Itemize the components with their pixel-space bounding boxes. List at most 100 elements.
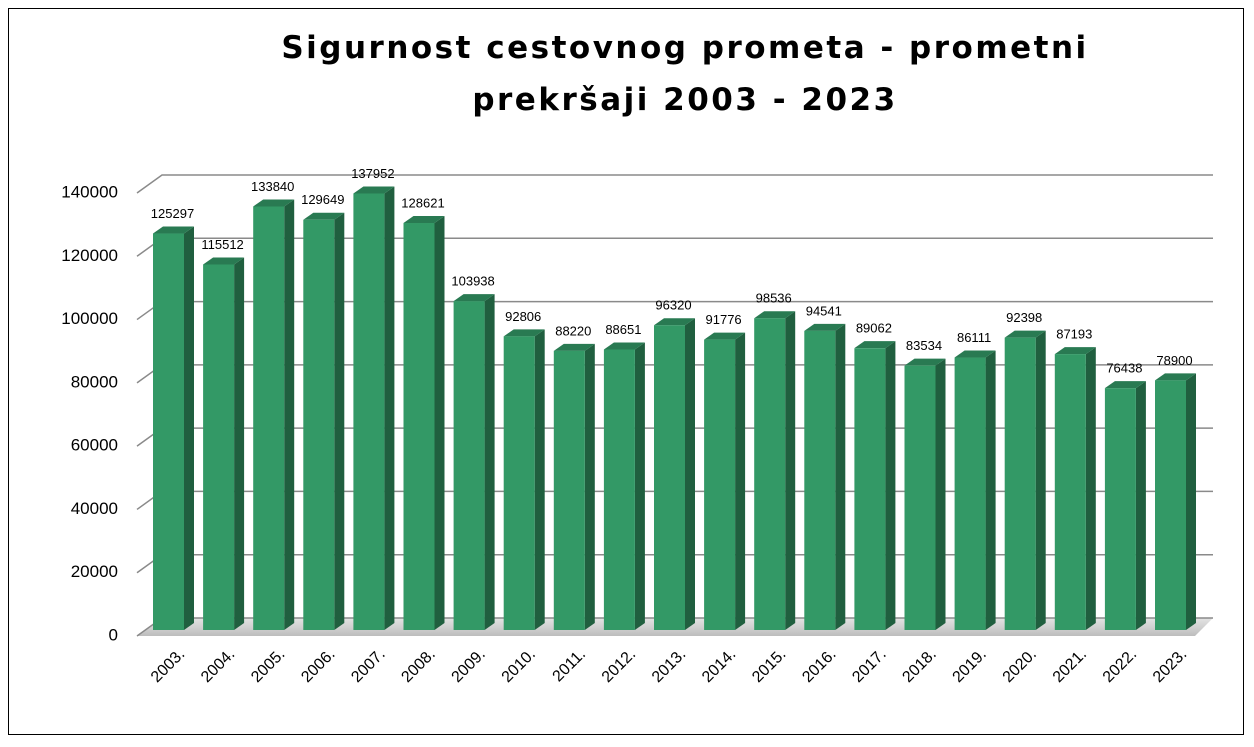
bar-top bbox=[403, 216, 445, 224]
bar bbox=[253, 199, 295, 630]
bar-side bbox=[184, 226, 194, 631]
bar bbox=[453, 294, 495, 630]
value-label: 133840 bbox=[251, 179, 294, 194]
x-tick-label: 2012. bbox=[599, 646, 639, 686]
value-label: 78900 bbox=[1156, 353, 1192, 368]
bar bbox=[1054, 347, 1096, 630]
bar bbox=[1155, 373, 1196, 630]
bar-front bbox=[804, 330, 836, 630]
value-label: 125297 bbox=[151, 206, 194, 221]
y-tick-label: 40000 bbox=[71, 499, 118, 518]
bar bbox=[503, 329, 545, 630]
x-tick-label: 2021. bbox=[1050, 646, 1090, 686]
bar-side bbox=[234, 257, 245, 630]
bar-front bbox=[503, 336, 535, 630]
bar-top bbox=[153, 226, 194, 234]
bar-top bbox=[904, 358, 946, 366]
value-label: 83534 bbox=[906, 338, 942, 353]
y-tick-label: 60000 bbox=[71, 436, 118, 455]
bar-top bbox=[954, 350, 996, 358]
bar-front bbox=[904, 365, 936, 630]
bar-side bbox=[1035, 330, 1046, 630]
bar bbox=[603, 342, 645, 630]
bar-front bbox=[453, 301, 485, 630]
value-label: 88651 bbox=[605, 322, 641, 337]
bar-front bbox=[854, 348, 886, 630]
value-label: 129649 bbox=[301, 192, 344, 207]
bar-top bbox=[754, 311, 796, 319]
x-tick-label: 2009. bbox=[449, 646, 489, 686]
bar-side bbox=[785, 311, 796, 630]
bar-front bbox=[203, 264, 235, 630]
bar-front bbox=[1155, 380, 1186, 630]
bar-front bbox=[704, 339, 736, 630]
x-tick-label: 2013. bbox=[649, 646, 689, 686]
bar bbox=[403, 216, 445, 630]
bar-front bbox=[1104, 388, 1136, 630]
bar bbox=[353, 186, 395, 630]
x-tick-label: 2007. bbox=[348, 646, 388, 686]
bar-front bbox=[253, 206, 285, 630]
x-tick-label: 2016. bbox=[799, 646, 839, 686]
x-tick-label: 2014. bbox=[699, 646, 739, 686]
bar-side bbox=[1135, 381, 1146, 630]
grid-line bbox=[136, 237, 1213, 257]
bar-top bbox=[654, 318, 695, 326]
bar-top bbox=[303, 212, 345, 220]
x-tick-label: 2019. bbox=[950, 646, 990, 686]
bar-side bbox=[685, 318, 695, 630]
bar bbox=[553, 343, 595, 630]
value-label: 128621 bbox=[401, 195, 444, 210]
bar bbox=[1004, 330, 1046, 630]
bar-top bbox=[1004, 330, 1046, 338]
bar-top bbox=[503, 329, 545, 337]
bar-front bbox=[1054, 354, 1086, 630]
value-label: 76438 bbox=[1106, 361, 1142, 376]
bar-top bbox=[553, 343, 595, 351]
value-label: 92806 bbox=[505, 309, 541, 324]
bar-top bbox=[804, 323, 846, 331]
x-tick-label: 2020. bbox=[1000, 646, 1040, 686]
bar bbox=[203, 257, 245, 630]
chart-title: Sigurnost cestovnog prometa - prometni p… bbox=[281, 30, 1089, 118]
y-tick-label: 80000 bbox=[71, 372, 118, 391]
bar-top bbox=[253, 199, 295, 207]
value-label: 86111 bbox=[957, 330, 991, 345]
value-label: 96320 bbox=[655, 298, 691, 313]
bar-front bbox=[153, 233, 184, 631]
bar-front bbox=[553, 350, 585, 630]
bar bbox=[303, 212, 345, 630]
bar-side bbox=[534, 329, 545, 630]
x-tick-label: 2008. bbox=[398, 646, 438, 686]
bar-front bbox=[654, 325, 685, 630]
value-label: 92398 bbox=[1006, 310, 1042, 325]
y-tick-label: 120000 bbox=[61, 246, 118, 265]
bar-side bbox=[334, 212, 345, 630]
bar-side bbox=[735, 332, 746, 630]
bar-side bbox=[1085, 347, 1096, 630]
value-label: 103938 bbox=[451, 274, 494, 289]
y-tick-label: 140000 bbox=[61, 182, 118, 201]
bar-side bbox=[835, 323, 846, 630]
bar-side bbox=[1186, 373, 1196, 630]
bar bbox=[704, 332, 746, 630]
x-tick-label: 2006. bbox=[298, 646, 338, 686]
value-label: 94541 bbox=[806, 303, 842, 318]
chart-border bbox=[8, 8, 1244, 735]
y-tick-label: 20000 bbox=[71, 562, 118, 581]
value-label: 91776 bbox=[706, 312, 742, 327]
bar bbox=[754, 311, 796, 630]
bar bbox=[804, 323, 846, 630]
bar-front bbox=[754, 318, 786, 630]
bar-front bbox=[353, 193, 385, 630]
bar bbox=[904, 358, 946, 630]
x-tick-label: 2005. bbox=[248, 646, 288, 686]
bar-side bbox=[384, 186, 395, 630]
bar-front bbox=[403, 223, 435, 630]
value-label: 115512 bbox=[201, 237, 243, 252]
bar-side bbox=[634, 342, 645, 630]
bar bbox=[153, 226, 194, 631]
value-label: 98536 bbox=[756, 291, 792, 306]
bar-side bbox=[885, 341, 896, 630]
x-tick-label: 2017. bbox=[849, 646, 889, 686]
